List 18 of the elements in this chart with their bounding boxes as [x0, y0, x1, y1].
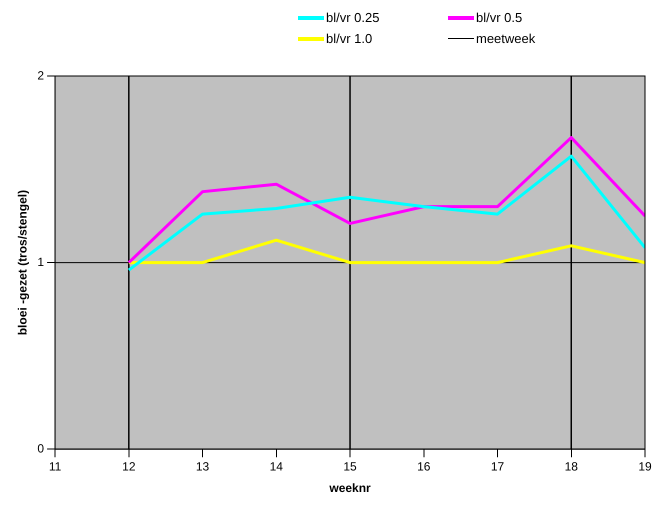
x-tick-label: 17 — [490, 460, 505, 474]
y-axis-title: bloei -gezet (tros/stengel) — [16, 190, 30, 336]
x-axis-title: weeknr — [328, 481, 372, 496]
x-tick-label: 13 — [196, 460, 210, 474]
x-tick-label: 12 — [122, 460, 136, 474]
x-tick-label: 11 — [48, 460, 62, 474]
x-tick-label: 14 — [270, 460, 284, 474]
x-tick-label: 18 — [564, 460, 578, 474]
legend-label: bl/vr 1.0 — [326, 31, 372, 46]
x-tick-label: 15 — [343, 460, 358, 474]
legend-label: meetweek — [476, 31, 536, 46]
legend-label: bl/vr 0.5 — [476, 10, 522, 25]
legend-label: bl/vr 0.25 — [326, 10, 380, 25]
y-tick-label: 0 — [37, 442, 44, 456]
x-tick-label: 19 — [638, 460, 652, 474]
y-tick-label: 1 — [37, 254, 44, 269]
x-tick-label: 16 — [417, 460, 431, 474]
y-tick-label: 2 — [37, 68, 44, 82]
